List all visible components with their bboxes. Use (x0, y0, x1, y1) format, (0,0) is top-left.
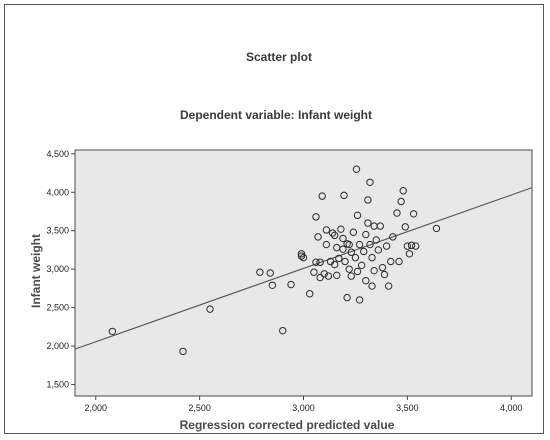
data-point (389, 233, 397, 241)
data-point (314, 233, 322, 241)
data-point (256, 268, 264, 276)
data-point (345, 240, 353, 249)
x-axis: 2,000 2,500 3,000 3,500 4,000 (85, 396, 523, 413)
data-point (179, 347, 187, 356)
data-point (312, 213, 320, 221)
data-point (108, 327, 117, 336)
data-point (411, 242, 420, 250)
data-point (384, 282, 393, 290)
data-point (318, 192, 326, 200)
x-axis-label: Regression corrected predicted value (180, 418, 395, 432)
y-tick-label: 2,500 (46, 303, 69, 313)
data-point (355, 296, 364, 304)
data-point (364, 219, 372, 227)
y-tick-label: 3,500 (46, 226, 69, 236)
data-point (351, 253, 360, 262)
data-point (374, 246, 382, 254)
data-point (376, 222, 385, 230)
data-points (108, 165, 441, 356)
chart-title: Scatter plot (246, 50, 312, 64)
y-tick-label: 1,500 (46, 379, 69, 389)
regression-fit-line (74, 187, 533, 350)
data-point (299, 253, 308, 262)
data-point (362, 230, 370, 239)
data-point (279, 326, 287, 335)
data-point (316, 273, 324, 282)
data-point (360, 247, 368, 256)
data-point (297, 252, 306, 260)
y-tick-label: 4,000 (46, 187, 69, 197)
data-point (310, 268, 318, 276)
data-point (333, 271, 341, 280)
data-point (266, 269, 274, 277)
data-point (378, 263, 387, 272)
data-point (366, 240, 374, 249)
data-point (330, 231, 339, 240)
data-point (370, 266, 378, 275)
data-point (407, 241, 416, 250)
data-point (349, 228, 358, 236)
data-point (287, 280, 295, 289)
data-point (387, 257, 395, 266)
chart-subtitle: Dependent variable: Infant weight (180, 108, 372, 122)
data-point (355, 240, 364, 249)
data-point (306, 290, 314, 298)
data-point (397, 197, 405, 206)
y-tick-label: 4,500 (46, 149, 69, 159)
data-point (393, 209, 401, 217)
data-point (339, 234, 347, 243)
data-point (353, 267, 362, 276)
x-tick-label: 2,000 (85, 403, 108, 413)
data-point (352, 165, 361, 173)
plot-area (74, 149, 533, 397)
data-point (206, 305, 214, 313)
data-point (324, 272, 333, 280)
chart-frame: Scatter plot Dependent variable: Infant … (4, 4, 544, 434)
y-tick-label: 2,000 (46, 341, 69, 351)
data-point (399, 187, 407, 195)
data-point (405, 250, 414, 258)
data-point (320, 270, 328, 278)
data-point (322, 240, 331, 249)
data-point (409, 210, 418, 218)
data-point (380, 270, 389, 279)
data-point (345, 265, 353, 273)
scatter-chart: Scatter plot Dependent variable: Infant … (29, 50, 533, 432)
data-point (364, 196, 372, 204)
x-tick-label: 3,500 (396, 403, 419, 413)
data-point (312, 258, 320, 266)
data-point (339, 245, 347, 253)
x-tick-label: 3,000 (292, 403, 315, 413)
data-point (330, 260, 339, 269)
data-point (401, 223, 409, 231)
data-point (395, 257, 403, 266)
data-point (341, 257, 349, 266)
y-axis: 1,500 2,000 2,500 3,000 3,500 4,000 4,500 (46, 149, 75, 389)
x-tick-label: 4,000 (500, 403, 523, 413)
data-point (366, 178, 374, 186)
data-point (368, 253, 376, 262)
data-point (347, 248, 355, 256)
data-point (322, 226, 331, 234)
data-point (432, 224, 441, 233)
data-point (316, 258, 324, 266)
data-point (372, 236, 380, 244)
data-point (335, 254, 343, 263)
data-point (268, 281, 277, 289)
data-point (297, 250, 306, 258)
data-point (362, 276, 370, 285)
y-axis-label: Infant weight (29, 234, 43, 308)
data-point (328, 229, 337, 237)
data-point (347, 272, 355, 280)
data-point (357, 261, 366, 270)
x-tick-label: 2,500 (188, 403, 211, 413)
data-point (382, 242, 391, 250)
data-point (368, 282, 376, 290)
data-point (343, 293, 351, 302)
data-point (337, 225, 345, 233)
data-point (403, 242, 412, 250)
y-tick-label: 3,000 (46, 264, 69, 274)
data-point (340, 191, 348, 200)
data-point (353, 211, 362, 220)
